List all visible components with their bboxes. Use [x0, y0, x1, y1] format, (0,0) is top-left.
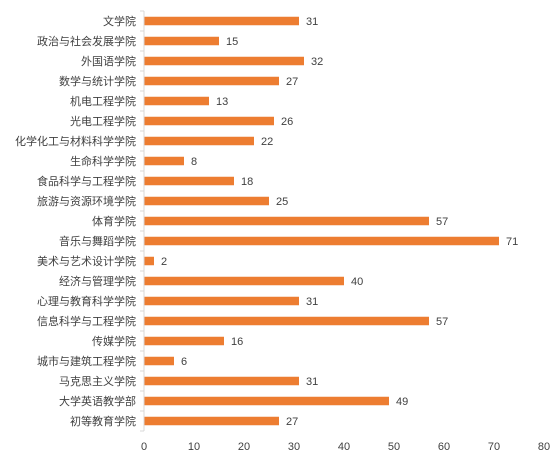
- category-label: 音乐与舞蹈学院: [59, 234, 136, 248]
- category-label: 政治与社会发展学院: [37, 34, 136, 48]
- category-label: 化学化工与材料科学学院: [15, 134, 136, 148]
- bar: [144, 196, 269, 206]
- category-label: 城市与建筑工程学院: [37, 354, 136, 368]
- data-label: 2: [161, 256, 167, 268]
- x-tick-label: 30: [288, 441, 300, 453]
- x-tick-label: 50: [388, 441, 400, 453]
- data-label: 31: [306, 296, 318, 308]
- category-label: 光电工程学院: [70, 114, 136, 128]
- category-label: 外国语学院: [81, 54, 136, 68]
- data-label: 49: [396, 396, 408, 408]
- category-label: 生命科学学院: [70, 154, 136, 168]
- bar: [144, 176, 234, 186]
- data-label: 18: [241, 176, 253, 188]
- bar: [144, 356, 174, 366]
- bars-layer: [144, 16, 499, 426]
- data-label: 27: [286, 76, 298, 88]
- bar: [144, 256, 154, 266]
- x-tick-label: 70: [488, 441, 500, 453]
- data-label: 8: [191, 156, 197, 168]
- category-label: 信息科学与工程学院: [37, 314, 136, 328]
- axes-layer: [140, 10, 145, 432]
- category-label: 传媒学院: [92, 334, 136, 348]
- data-label: 15: [226, 36, 238, 48]
- category-label: 食品科学与工程学院: [37, 174, 136, 188]
- category-label: 美术与艺术设计学院: [37, 254, 136, 268]
- bar: [144, 296, 299, 306]
- bar: [144, 376, 299, 386]
- bar: [144, 316, 429, 326]
- bar: [144, 76, 279, 86]
- category-label: 数学与统计学院: [59, 74, 136, 88]
- bar: [144, 396, 389, 406]
- bar: [144, 236, 499, 246]
- data-label: 57: [436, 316, 448, 328]
- bar: [144, 156, 184, 166]
- data-label: 27: [286, 416, 298, 428]
- category-label: 心理与教育科学学院: [37, 294, 136, 308]
- category-label: 马克思主义学院: [59, 374, 136, 388]
- category-label: 机电工程学院: [70, 94, 136, 108]
- bar: [144, 216, 429, 226]
- bar: [144, 416, 279, 426]
- bar: [144, 96, 209, 106]
- data-label: 31: [306, 376, 318, 388]
- bar: [144, 56, 304, 66]
- category-label: 体育学院: [92, 214, 136, 228]
- data-label: 26: [281, 116, 293, 128]
- data-label: 71: [506, 236, 518, 248]
- data-label: 22: [261, 136, 273, 148]
- category-label: 文学院: [103, 14, 136, 28]
- data-label: 57: [436, 216, 448, 228]
- data-label: 13: [216, 96, 228, 108]
- bar: [144, 336, 224, 346]
- data-label: 25: [276, 196, 288, 208]
- x-tick-label: 0: [141, 441, 147, 453]
- category-label: 大学英语教学部: [59, 394, 136, 408]
- labels-layer: 文学院 31 政治与社会发展学院 15 外国语学院 32 数学与统计学院 27 机电工程学院 13…: [15, 14, 550, 453]
- bar: [144, 276, 344, 286]
- category-label: 经济与管理学院: [59, 274, 136, 288]
- category-label: 旅游与资源环境学院: [37, 194, 136, 208]
- x-tick-label: 80: [538, 441, 550, 453]
- category-label: 初等教育学院: [70, 414, 136, 428]
- bar: [144, 36, 219, 46]
- data-label: 32: [311, 56, 323, 68]
- x-tick-label: 20: [238, 441, 250, 453]
- data-label: 16: [231, 336, 243, 348]
- x-tick-label: 60: [438, 441, 450, 453]
- data-label: 40: [351, 276, 363, 288]
- bar: [144, 116, 274, 126]
- data-label: 6: [181, 356, 187, 368]
- bar: [144, 16, 299, 26]
- bar: [144, 136, 254, 146]
- x-tick-label: 40: [338, 441, 350, 453]
- data-label: 31: [306, 16, 318, 28]
- x-tick-label: 10: [188, 441, 200, 453]
